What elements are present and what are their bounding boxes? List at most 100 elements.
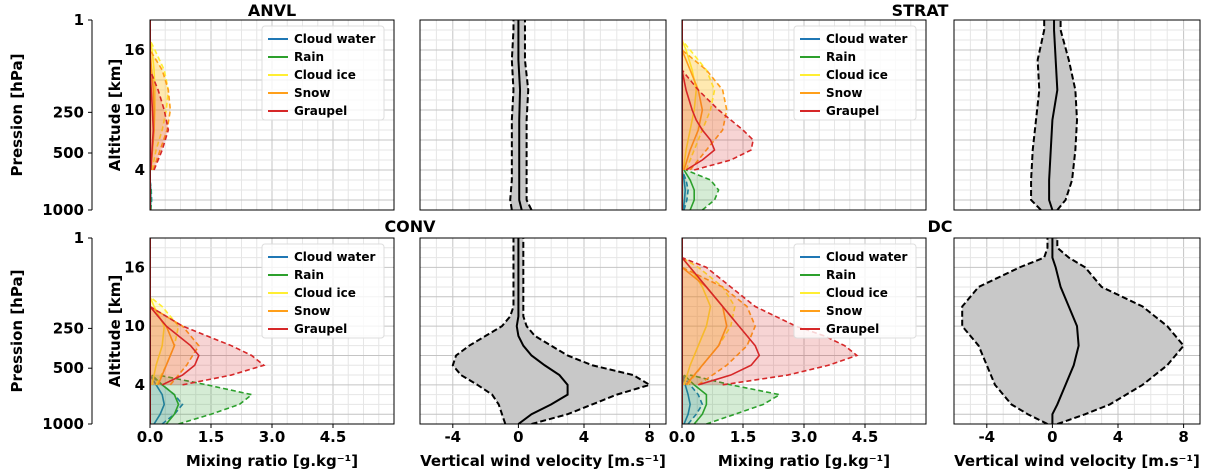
wind-band [962,238,1184,424]
rain-upper-line [157,374,254,424]
legend-label: Cloud water [826,250,908,264]
x-tick-label: 4 [1113,428,1123,446]
legend-label: Graupel [294,104,347,118]
graupel-band [150,70,169,170]
snow-band [682,50,727,170]
legend-label: Cloud ice [294,286,356,300]
legend-box [793,243,917,339]
anvl-wind-frame [419,19,667,211]
wind-lower-line [961,238,1049,424]
panel-title: DC [927,217,952,236]
pressure-tick-label: 1 [74,229,84,247]
snow-upper-line [682,266,757,386]
x-tick-label: 3.0 [259,428,286,446]
conv-mix-legend: Cloud water Rain Cloud ice Snow Graupel [261,243,385,339]
legend-label: Snow [826,86,863,100]
legend-label: Graupel [294,322,347,336]
axes-layer [88,19,1201,428]
altitude-tick-label: 10 [124,101,145,119]
legend-label: Cloud ice [294,68,356,82]
altitude-tick-label: 16 [124,258,145,276]
altitude-tick-label: 10 [124,317,145,335]
graupel-band [150,306,264,385]
wind-mean-line [515,238,569,424]
panel-title: CONV [384,217,436,236]
graupel-upper-line [682,256,859,386]
x-tick-label: 4.5 [852,428,879,446]
rain-mean-line [151,374,180,424]
wind-mean-line [1048,20,1059,210]
legend-label: Snow [294,304,331,318]
graupel-mean-line [682,257,761,386]
snow-mean-line [682,49,704,171]
rain-mean-line [683,169,695,210]
pressure-tick-label: 1 [74,11,84,29]
wind-lower-line [451,238,515,424]
cloud-ice-upper-line [682,39,716,171]
pressure-tick-label: 250 [53,103,84,121]
strat-wind-frame [953,19,1201,211]
altitude-axis-label: Altitude [km] [106,59,124,171]
snow-band [150,50,171,170]
legend-label: Cloud ice [826,286,888,300]
pressure-tick-label: 250 [53,319,84,337]
rain-upper-line [689,374,782,424]
dc-wind-series [961,238,1185,424]
anvl-wind-grid [419,19,667,211]
legend-label: Rain [826,50,856,64]
strat-wind-series [1030,20,1079,210]
x-tick-label: 0.0 [669,428,696,446]
x-tick-label: 4.5 [320,428,347,446]
conv-mix-series [150,238,266,424]
wind-upper-line [523,20,533,210]
cloud-water-upper-line [682,169,689,210]
strat-mix-legend: Cloud water Rain Cloud ice Snow Graupel [793,25,917,121]
pressure-tick-label: 500 [53,144,84,162]
cloud-water-mean-line [150,374,166,424]
cloud-water-mean-line [682,169,687,210]
strat-mix-frame [681,19,927,211]
snow-upper-line [682,49,728,171]
graupel-mean-line [150,306,200,386]
dc-mix-series [682,238,859,424]
wind-band [510,20,532,210]
legend-box [261,25,385,121]
text-layer: ANVL Cloud water Rain Cloud ice Snow Graupel S… [8,1,1200,470]
x-axis-label: Vertical wind velocity [m.s⁻¹] [954,452,1200,470]
legend-label: Cloud water [294,250,376,264]
rain-upper-line [685,169,720,210]
anvl-mix-frame [149,19,395,211]
legend-label: Cloud water [826,32,908,46]
strat-mix-series [682,20,755,210]
graupel-band [682,257,857,385]
cloud-water-band [682,375,703,424]
snow-band [682,267,756,385]
legend-label: Snow [294,86,331,100]
rain-mean-line [683,374,708,424]
graupel-upper-line [150,305,266,386]
pressure-tick-label: 1000 [42,201,84,219]
wind-upper-line [522,238,653,424]
cloud-ice-mean-line [682,39,698,171]
legend-box [261,243,385,339]
legend-label: Graupel [826,322,879,336]
wind-band [452,238,650,424]
x-tick-label: -4 [444,428,461,446]
x-tick-label: 4 [579,428,589,446]
wind-mean-line [1051,238,1080,424]
data-layer [150,20,1185,424]
altitude-tick-label: 4 [135,161,145,179]
legend-label: Rain [826,268,856,282]
graupel-band [682,70,754,170]
x-tick-label: 0.0 [137,428,164,446]
altitude-axis-label: Altitude [km] [106,275,124,387]
wind-upper-line [1056,20,1079,210]
wind-upper-line [1056,238,1185,424]
x-tick-label: 8 [644,428,654,446]
wind-lower-line [509,20,515,210]
legend-box [793,25,917,121]
pressure-axis-label: Pression [hPa] [8,270,26,393]
x-axis-label: Mixing ratio [g.kg⁻¹] [186,452,358,470]
x-axis-label: Mixing ratio [g.kg⁻¹] [718,452,890,470]
